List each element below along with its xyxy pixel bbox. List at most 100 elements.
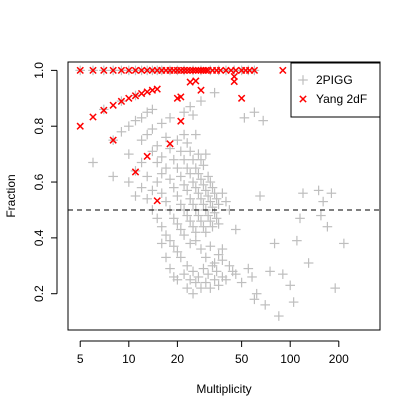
data-point-yang-2df: [76, 122, 84, 130]
data-point-2pigg: [169, 154, 179, 165]
data-point-yang-2df: [117, 97, 126, 106]
data-point-2pigg: [161, 252, 171, 263]
legend-label-yang-2df: Yang 2dF: [316, 92, 367, 106]
data-point-yang-2df: [125, 94, 133, 102]
data-point-yang-2df: [131, 92, 140, 100]
data-point-2pigg: [196, 96, 206, 106]
legend-marker-2pigg: [298, 75, 308, 85]
data-point-2pigg: [165, 143, 175, 154]
data-point-2pigg: [211, 193, 222, 204]
x-tick-label: 200: [329, 352, 349, 366]
data-point-yang-2df: [100, 66, 108, 75]
data-point-2pigg: [196, 244, 206, 254]
data-point-2pigg: [260, 300, 271, 310]
data-point-2pigg: [205, 241, 216, 252]
x-tick-label: 100: [280, 352, 300, 366]
data-point-yang-2df: [183, 66, 191, 75]
data-point-2pigg: [196, 193, 206, 204]
data-point-2pigg: [188, 266, 198, 277]
legend-label-2pigg: 2PIGG: [316, 73, 353, 87]
data-point-2pigg: [201, 277, 211, 288]
data-point-yang-2df: [100, 106, 108, 114]
data-point-yang-2df: [131, 66, 140, 75]
data-point-2pigg: [136, 135, 147, 145]
data-point-2pigg: [205, 216, 216, 226]
data-point-2pigg: [152, 140, 163, 151]
data-point-2pigg: [209, 274, 220, 285]
x-axis: 5 10 20 50 100 200: [77, 340, 349, 366]
data-point-yang-2df: [189, 66, 197, 75]
data-point-2pigg: [278, 269, 288, 279]
data-point-2pigg: [185, 146, 195, 157]
data-point-2pigg: [176, 199, 186, 210]
data-point-2pigg: [147, 104, 158, 115]
data-point-2pigg: [161, 132, 171, 143]
data-point-2pigg: [172, 163, 183, 173]
data-point-2pigg: [142, 193, 152, 204]
data-point-2pigg: [221, 274, 231, 285]
data-point-2pigg: [156, 168, 167, 179]
data-point-2pigg: [213, 219, 224, 229]
data-point-2pigg: [230, 269, 241, 279]
data-point-2pigg: [292, 235, 302, 246]
data-point-2pigg: [124, 177, 134, 187]
data-point-2pigg: [147, 124, 158, 134]
data-point-2pigg: [239, 113, 250, 123]
data-point-2pigg: [188, 221, 198, 232]
data-point-2pigg: [205, 283, 216, 293]
data-point-2pigg: [249, 107, 260, 118]
y-axis: 0.2 0.4 0.6 0.8 1.0: [32, 62, 58, 302]
data-point-2pigg: [156, 188, 167, 199]
y-tick-label: 0.6: [32, 173, 46, 190]
data-point-2pigg: [165, 263, 175, 274]
data-point-2pigg: [269, 238, 280, 249]
data-point-2pigg: [190, 163, 201, 173]
data-point-yang-2df: [143, 152, 151, 161]
data-point-yang-2df: [232, 66, 240, 75]
data-point-2pigg: [188, 110, 198, 120]
data-point-2pigg: [165, 113, 175, 123]
data-point-yang-2df: [109, 101, 117, 109]
data-point-2pigg: [318, 196, 328, 207]
data-point-2pigg: [179, 107, 189, 118]
data-point-2pigg: [203, 210, 213, 221]
data-point-yang-2df: [76, 66, 84, 75]
data-point-2pigg: [247, 272, 257, 282]
data-point-yang-2df: [109, 136, 117, 144]
data-point-2pigg: [165, 235, 175, 246]
x-tick-label: 50: [235, 352, 249, 366]
data-point-yang-2df: [137, 89, 146, 98]
data-point-yang-2df: [177, 93, 185, 101]
data-point-2pigg: [198, 160, 209, 171]
data-point-2pigg: [165, 174, 175, 185]
data-point-2pigg: [142, 171, 152, 182]
data-point-2pigg: [188, 177, 198, 187]
data-point-2pigg: [142, 107, 152, 118]
data-point-2pigg: [295, 213, 305, 224]
data-point-2pigg: [249, 294, 260, 305]
data-point-2pigg: [203, 191, 213, 201]
data-point-2pigg: [147, 146, 158, 157]
data-point-2pigg: [182, 210, 192, 221]
data-point-2pigg: [211, 266, 222, 277]
data-point-yang-2df: [89, 66, 97, 75]
data-point-2pigg: [182, 283, 192, 293]
data-point-2pigg: [217, 244, 228, 254]
data-point-2pigg: [161, 196, 171, 207]
data-point-2pigg: [193, 168, 204, 179]
legend-marker-yang-2df: [299, 95, 307, 103]
series-yang-2df-points: [76, 66, 287, 205]
data-point-yang-2df: [109, 66, 117, 75]
data-point-2pigg: [185, 168, 195, 179]
y-axis-label: Fraction: [4, 174, 18, 217]
data-point-2pigg: [251, 288, 262, 299]
data-point-2pigg: [152, 213, 163, 224]
data-point-2pigg: [176, 224, 186, 235]
data-point-2pigg: [152, 177, 163, 187]
data-point-2pigg: [161, 163, 171, 173]
data-point-2pigg: [303, 258, 314, 268]
data-point-2pigg: [142, 129, 152, 140]
data-point-2pigg: [221, 196, 231, 207]
data-point-2pigg: [209, 258, 220, 268]
